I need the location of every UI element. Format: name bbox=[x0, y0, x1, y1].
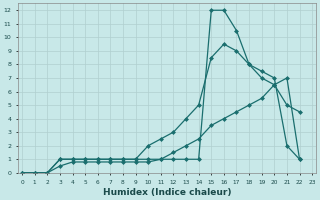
X-axis label: Humidex (Indice chaleur): Humidex (Indice chaleur) bbox=[103, 188, 231, 197]
